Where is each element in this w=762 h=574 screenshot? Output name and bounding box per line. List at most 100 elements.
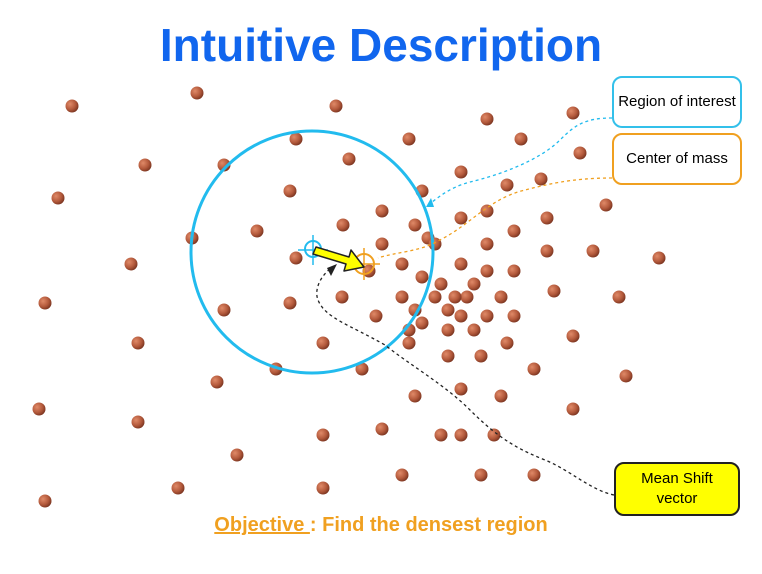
data-point	[540, 244, 554, 258]
data-point	[507, 224, 521, 238]
data-point	[434, 277, 448, 291]
data-point	[454, 382, 468, 396]
mean-shift-vector-label: Mean Shift vector	[641, 470, 713, 507]
data-point	[316, 481, 330, 495]
data-point	[619, 369, 633, 383]
data-point	[448, 290, 462, 304]
data-point	[480, 204, 494, 218]
region-of-interest-callout: Region of interest	[612, 76, 742, 128]
data-point	[494, 389, 508, 403]
objective-caption: Objective : Find the densest region	[0, 514, 762, 537]
data-point	[566, 329, 580, 343]
data-point	[547, 284, 561, 298]
data-point	[415, 270, 429, 284]
data-point	[612, 290, 626, 304]
data-point	[428, 237, 442, 251]
mean-shift-vector-callout: Mean Shift vector	[614, 462, 740, 516]
data-point	[507, 264, 521, 278]
data-point	[454, 211, 468, 225]
data-point	[375, 422, 389, 436]
data-point	[131, 415, 145, 429]
data-point	[217, 158, 231, 172]
data-point	[355, 362, 369, 376]
data-point	[527, 468, 541, 482]
data-point	[480, 309, 494, 323]
data-point	[500, 178, 514, 192]
data-point	[289, 251, 303, 265]
center-of-mass-label: Center of mass	[626, 150, 728, 167]
data-point	[474, 349, 488, 363]
center-of-mass-callout: Center of mass	[612, 133, 742, 185]
data-point	[500, 336, 514, 350]
data-point	[408, 218, 422, 232]
data-point	[32, 402, 46, 416]
data-point	[467, 323, 481, 337]
data-point	[190, 86, 204, 100]
data-point	[467, 277, 481, 291]
data-point	[38, 296, 52, 310]
data-point	[138, 158, 152, 172]
data-point	[494, 290, 508, 304]
data-point	[527, 362, 541, 376]
page-title: Intuitive Description	[159, 19, 603, 71]
roi-connector	[427, 117, 613, 206]
data-point	[454, 309, 468, 323]
data-point	[460, 290, 474, 304]
data-point	[335, 290, 349, 304]
data-point	[395, 257, 409, 271]
data-point	[652, 251, 666, 265]
data-point	[454, 165, 468, 179]
data-point	[38, 494, 52, 508]
data-point	[586, 244, 600, 258]
data-points	[32, 86, 666, 508]
data-point	[316, 336, 330, 350]
data-point	[51, 191, 65, 205]
data-point	[375, 237, 389, 251]
data-point	[171, 481, 185, 495]
data-point	[230, 448, 244, 462]
data-point	[210, 375, 224, 389]
data-point	[599, 198, 613, 212]
com-connector	[377, 177, 613, 259]
data-point	[454, 257, 468, 271]
data-point	[415, 316, 429, 330]
data-point	[534, 172, 548, 186]
data-point	[329, 99, 343, 113]
data-point	[342, 152, 356, 166]
data-point	[402, 132, 416, 146]
data-point	[65, 99, 79, 113]
data-point	[487, 428, 501, 442]
data-point	[480, 264, 494, 278]
data-point	[474, 468, 488, 482]
data-point	[283, 296, 297, 310]
data-point	[540, 211, 554, 225]
data-point	[283, 184, 297, 198]
data-point	[441, 349, 455, 363]
data-point	[514, 132, 528, 146]
data-point	[507, 309, 521, 323]
data-point	[316, 428, 330, 442]
data-point	[573, 146, 587, 160]
data-point	[566, 106, 580, 120]
data-point	[402, 336, 416, 350]
data-point	[454, 428, 468, 442]
objective-keyword: Objective	[214, 514, 310, 536]
mean-shift-arrow	[312, 246, 365, 272]
data-point	[369, 309, 383, 323]
data-point	[395, 290, 409, 304]
data-point	[289, 132, 303, 146]
data-point	[250, 224, 264, 238]
data-point	[395, 468, 409, 482]
data-point	[480, 237, 494, 251]
data-point	[566, 402, 580, 416]
data-point	[124, 257, 138, 271]
data-point	[428, 290, 442, 304]
data-point	[408, 389, 422, 403]
region-of-interest-circle	[189, 129, 435, 375]
data-point	[375, 204, 389, 218]
data-point	[480, 112, 494, 126]
data-point	[217, 303, 231, 317]
region-of-interest-label: Region of interest	[618, 93, 736, 110]
data-point	[131, 336, 145, 350]
